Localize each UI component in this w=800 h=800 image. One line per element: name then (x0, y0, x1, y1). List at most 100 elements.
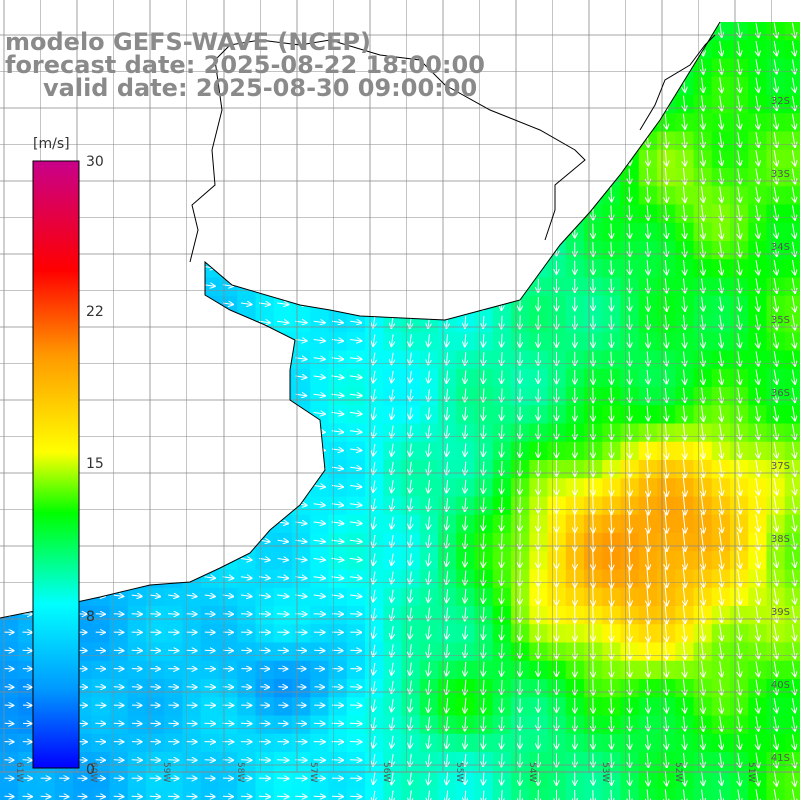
speed-cell (200, 660, 220, 680)
wind-arrow (349, 742, 362, 743)
speed-cell (219, 788, 238, 800)
speed-cell (127, 752, 147, 771)
speed-cell (310, 551, 330, 571)
speed-cell (109, 752, 129, 771)
speed-cell (237, 679, 257, 698)
wind-arrow (501, 479, 502, 493)
speed-cell (0, 660, 19, 680)
speed-cell (200, 642, 220, 662)
speed-cell (255, 788, 275, 800)
speed-cell (292, 624, 311, 644)
speed-cell (255, 715, 275, 735)
speed-cell (200, 624, 220, 644)
speed-cell (200, 752, 220, 771)
speed-cell (346, 679, 366, 698)
speed-cell (219, 606, 238, 625)
speed-cell (91, 715, 111, 735)
speed-cell (310, 496, 330, 516)
lon-label: 52W (673, 762, 683, 782)
wind-arrow (276, 778, 289, 779)
speed-cell (346, 770, 366, 790)
wind-arrow (501, 515, 502, 530)
speed-cell (310, 606, 330, 625)
speed-cell (0, 733, 19, 753)
speed-cell (255, 295, 275, 315)
speed-cell (0, 679, 19, 698)
speed-cell (346, 733, 366, 753)
speed-cell (237, 624, 257, 644)
speed-cell (0, 697, 19, 717)
wind-arrow (501, 753, 502, 767)
speed-cell (310, 387, 330, 406)
speed-cell (328, 460, 348, 479)
speed-cell (164, 733, 184, 753)
speed-cell (255, 551, 275, 571)
lat-label: 40S (771, 680, 790, 691)
lat-label: 32S (771, 96, 790, 107)
speed-cell (273, 587, 293, 607)
speed-cell (328, 368, 348, 388)
wind-arrow (611, 697, 612, 713)
speed-cell (292, 533, 311, 552)
speed-cell (219, 697, 238, 717)
speed-cell (456, 496, 476, 516)
speed-cell (474, 387, 494, 406)
speed-cell (164, 697, 184, 717)
speed-cell (474, 496, 494, 516)
speed-cell (328, 441, 348, 461)
speed-cell (255, 606, 275, 625)
wind-arrow (501, 716, 502, 730)
wind-arrow (501, 569, 502, 585)
speed-cell (328, 533, 348, 552)
speed-cell (91, 660, 111, 680)
speed-cell (182, 642, 202, 662)
speed-cell (292, 679, 311, 698)
speed-cell (310, 624, 330, 644)
wind-arrow (501, 698, 502, 712)
lon-label: 51W (746, 762, 756, 782)
speed-cell (328, 697, 348, 717)
wind-arrow (501, 735, 502, 748)
wind-arrow (611, 441, 612, 458)
speed-cell (146, 733, 165, 753)
speed-cell (91, 679, 111, 698)
speed-cell (237, 697, 257, 717)
speed-cell (346, 460, 366, 479)
speed-cell (237, 642, 257, 662)
wind-arrow (611, 623, 612, 641)
speed-cell (164, 606, 184, 625)
speed-cell (310, 569, 330, 589)
speed-cell (273, 788, 293, 800)
speed-cell (273, 770, 293, 790)
speed-cell (346, 332, 366, 352)
speed-cell (310, 715, 330, 735)
speed-cell (310, 350, 330, 370)
speed-cell (328, 660, 348, 680)
speed-cell (328, 551, 348, 571)
speed-cell (127, 624, 147, 644)
speed-cell (273, 569, 293, 589)
wind-arrow (501, 406, 502, 420)
speed-cell (146, 587, 165, 607)
wind-arrow (501, 424, 502, 438)
speed-cell (310, 587, 330, 607)
speed-cell (273, 697, 293, 717)
speed-cell (273, 679, 293, 698)
wind-arrow (349, 705, 362, 706)
speed-cell (346, 606, 366, 625)
speed-cell (346, 387, 366, 406)
lat-label: 35S (771, 315, 790, 326)
speed-cell (146, 679, 165, 698)
speed-cell (273, 624, 293, 644)
speed-cell (91, 624, 111, 644)
speed-cell (219, 679, 238, 698)
speed-cell (164, 715, 184, 735)
speed-cell (109, 606, 129, 625)
speed-cell (54, 788, 74, 800)
wind-arrow (501, 551, 502, 568)
wind-arrow (611, 789, 612, 800)
lat-label: 41S (771, 753, 790, 764)
speed-cell (109, 697, 129, 717)
lat-label: 33S (771, 169, 790, 180)
speed-cell (54, 770, 74, 790)
